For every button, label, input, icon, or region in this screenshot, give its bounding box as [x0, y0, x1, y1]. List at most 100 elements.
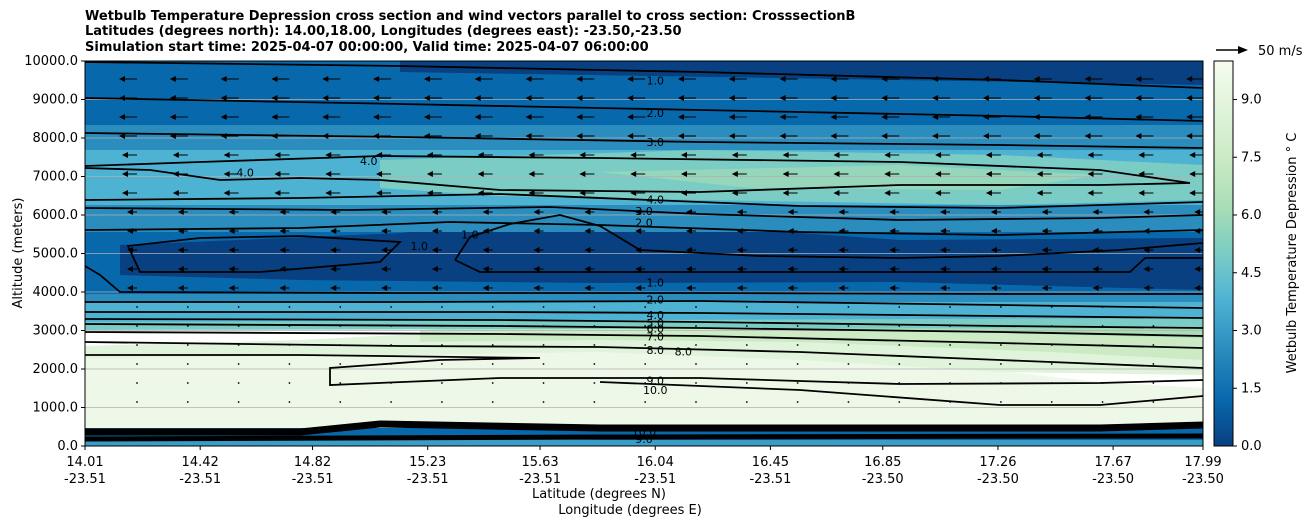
- wind-vector-head: [169, 114, 176, 120]
- wind-vector-head: [576, 95, 583, 101]
- wind-vector-head: [1084, 76, 1091, 82]
- wind-vector-calm: [186, 306, 189, 308]
- wind-vector-head: [686, 209, 692, 215]
- wind-vector-head: [122, 152, 128, 158]
- wind-vector-head: [423, 95, 430, 101]
- wind-vector-calm: [847, 306, 850, 308]
- wind-vector-head: [228, 247, 235, 253]
- wind-vector-calm: [745, 306, 748, 308]
- wind-vector-head: [932, 133, 939, 139]
- wind-vector-head: [228, 209, 235, 215]
- wind-vector-head: [830, 95, 837, 101]
- wind-vector-head: [686, 285, 692, 291]
- wind-vector-head: [584, 266, 591, 272]
- wind-vector-calm: [1203, 325, 1205, 327]
- wind-vector-head: [169, 76, 176, 82]
- colorbar-tick-label: 6.0: [1241, 208, 1262, 223]
- wind-vector-head: [279, 266, 286, 272]
- wind-vector-calm: [1000, 344, 1002, 346]
- wind-vector-head: [630, 152, 637, 158]
- wind-vector-head: [881, 114, 888, 120]
- wind-vector-calm: [1203, 401, 1205, 403]
- wind-vector-head: [884, 190, 891, 196]
- wind-vector-head: [279, 209, 286, 215]
- wind-vector-calm: [949, 401, 951, 403]
- y-axis: 0.0 1000.0 2000.0 3000.0 4000.0 5000.0 6000.0 7…: [24, 54, 85, 454]
- wind-vector-head: [482, 209, 489, 215]
- wind-vector-calm: [542, 325, 545, 327]
- wind-vector-head: [782, 190, 789, 196]
- wind-vector-head: [889, 266, 896, 272]
- wind-vector-head: [119, 133, 125, 139]
- wind-vector-calm: [1203, 363, 1205, 365]
- x-tick-label-lon: -23.51: [407, 472, 449, 487]
- wind-vector-head: [779, 95, 786, 101]
- wind-vector-head: [990, 247, 997, 253]
- wind-vector-head: [681, 171, 687, 177]
- wind-vector-calm: [237, 306, 240, 308]
- wind-vector-head: [678, 95, 684, 101]
- wind-vector-head: [119, 114, 125, 120]
- wind-vector-calm: [644, 382, 647, 384]
- wind-vector-head: [1186, 76, 1193, 82]
- wind-vector-head: [423, 76, 430, 82]
- x-tick-label-lat: 17.67: [1095, 455, 1132, 470]
- wind-vector-head: [127, 209, 133, 215]
- wind-vector-calm: [288, 344, 291, 346]
- wind-vector-head: [274, 190, 281, 196]
- wind-vector-head: [330, 266, 337, 272]
- x-axis-label-latitude: Latitude (degrees N): [532, 487, 666, 502]
- wind-vector-calm: [949, 382, 951, 384]
- wind-vector-calm: [644, 306, 647, 308]
- wind-vector-head: [932, 76, 939, 82]
- y-tick-label: 9000.0: [33, 93, 79, 108]
- wind-vector-calm: [644, 344, 647, 346]
- contour-label: 9.0: [646, 375, 664, 388]
- colorbar-gradient: [1213, 60, 1234, 447]
- wind-vector-calm: [695, 325, 697, 327]
- wind-vector-head: [1036, 190, 1043, 196]
- x-axis: 14.01 -23.51 14.42 -23.51 14.82 -23.51 15.23 -2…: [64, 446, 1224, 487]
- wind-vector-calm: [339, 306, 342, 308]
- wind-vector-head: [1143, 209, 1150, 215]
- wind-vector-calm: [1000, 306, 1002, 308]
- wind-vector-calm: [1203, 344, 1205, 346]
- wind-vector-head: [1041, 266, 1048, 272]
- wind-vector-head: [576, 76, 583, 82]
- wind-vector-calm: [1000, 401, 1002, 403]
- x-tick-label-lon: -23.51: [749, 472, 791, 487]
- wind-vector-head: [830, 114, 837, 120]
- wind-vector-head: [431, 209, 438, 215]
- wind-vector-calm: [1050, 363, 1053, 365]
- wind-vector-calm: [949, 344, 951, 346]
- wind-vector-head: [482, 266, 489, 272]
- wind-vector-head: [990, 209, 997, 215]
- wind-vector-head: [177, 228, 184, 234]
- wind-vector-head: [525, 76, 532, 82]
- wind-vector-head: [373, 76, 380, 82]
- wind-vector-head: [736, 266, 743, 272]
- wind-vector-head: [1092, 266, 1099, 272]
- wind-vector-head: [1092, 209, 1099, 215]
- wind-vector-head: [533, 285, 540, 291]
- wind-vector-head: [728, 133, 735, 139]
- wind-vector-head: [838, 247, 845, 253]
- wind-vector-head: [533, 247, 540, 253]
- wind-vector-calm: [542, 401, 545, 403]
- wind-vector-head: [423, 133, 430, 139]
- wind-vector-head: [376, 152, 383, 158]
- wind-vector-head: [889, 247, 896, 253]
- wind-vector-head: [787, 228, 794, 234]
- contour-label: 3.0: [635, 205, 653, 218]
- colorbar-tick-label: 1.5: [1241, 381, 1262, 396]
- wind-vector-calm: [644, 325, 647, 327]
- wind-vector-calm: [186, 363, 189, 365]
- wind-vector-head: [1138, 190, 1145, 196]
- wind-vector-head: [782, 152, 789, 158]
- wind-vector-calm: [796, 306, 799, 308]
- x-tick-label-lat: 17.26: [979, 455, 1016, 470]
- wind-vector-calm: [1050, 344, 1053, 346]
- wind-vector-calm: [1152, 306, 1155, 308]
- wind-vector-calm: [136, 306, 138, 308]
- wind-vector-calm: [593, 382, 596, 384]
